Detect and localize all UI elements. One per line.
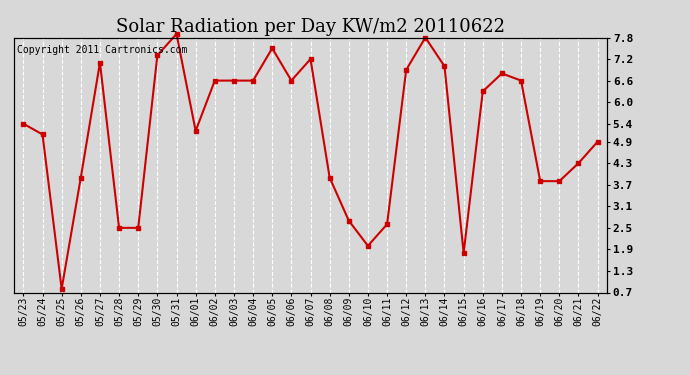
Title: Solar Radiation per Day KW/m2 20110622: Solar Radiation per Day KW/m2 20110622 [116, 18, 505, 36]
Text: Copyright 2011 Cartronics.com: Copyright 2011 Cartronics.com [17, 45, 187, 55]
